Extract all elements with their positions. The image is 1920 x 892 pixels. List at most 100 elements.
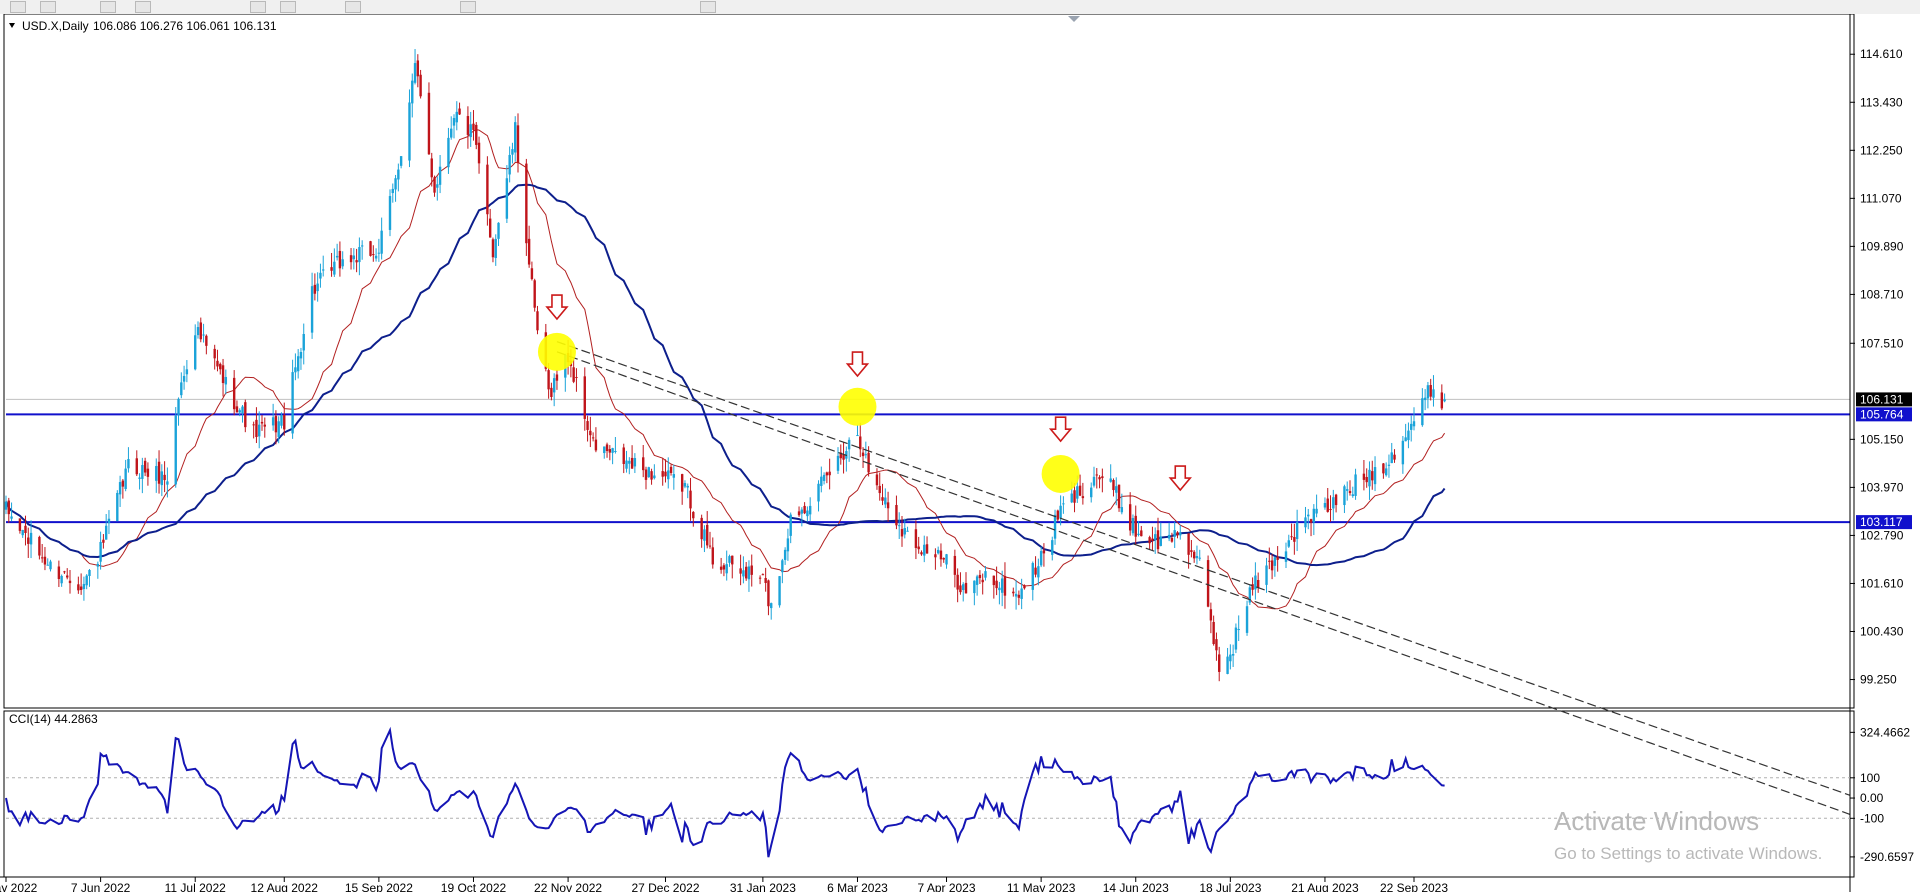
candle-body xyxy=(194,335,197,370)
candle-body xyxy=(764,577,767,583)
candle-body xyxy=(903,528,906,535)
time-axis-label: 6 Mar 2023 xyxy=(827,881,888,892)
toolbar-button[interactable] xyxy=(250,1,266,13)
candle-body xyxy=(399,156,403,166)
candle-body xyxy=(942,558,945,560)
candle-body xyxy=(141,465,144,479)
candle-body xyxy=(875,474,879,486)
toolbar-button[interactable] xyxy=(345,1,361,13)
candle-body xyxy=(886,502,890,509)
toolbar-button[interactable] xyxy=(700,1,716,13)
candle-body xyxy=(867,452,870,473)
shift-marker-icon[interactable] xyxy=(1068,16,1080,22)
candle-body xyxy=(825,472,829,476)
highlight-circle xyxy=(1041,454,1080,493)
candle-body xyxy=(352,255,356,260)
toolbar-button[interactable] xyxy=(280,1,296,13)
candle-body xyxy=(1231,653,1235,656)
candle-body xyxy=(77,584,80,591)
candle-body xyxy=(316,283,319,292)
candle-body xyxy=(333,261,336,275)
candle-body xyxy=(1332,497,1335,509)
chart-background xyxy=(0,14,1920,892)
candle-body xyxy=(85,575,88,586)
candle-body xyxy=(219,363,222,370)
candle-body xyxy=(455,111,458,123)
candle-body xyxy=(310,286,314,333)
toolbar-button[interactable] xyxy=(10,1,26,13)
candle-body xyxy=(1215,639,1218,651)
candle-body xyxy=(914,529,918,548)
candle-body xyxy=(642,457,645,471)
candle-body xyxy=(820,476,823,486)
price-axis-label: 99.250 xyxy=(1860,673,1897,687)
candle-body xyxy=(1254,575,1257,590)
toolbar-button[interactable] xyxy=(135,1,151,13)
candle-body xyxy=(1309,519,1313,523)
candle-body xyxy=(1218,654,1221,672)
candle-body xyxy=(856,435,859,437)
candle-body xyxy=(998,587,1001,591)
candle-body xyxy=(1390,452,1393,464)
candle-body xyxy=(29,532,33,545)
toolbar-button[interactable] xyxy=(40,1,56,13)
candle-body xyxy=(1128,504,1132,531)
candle-body xyxy=(57,566,61,580)
candle-body xyxy=(1209,609,1213,621)
candle-body xyxy=(46,564,49,566)
candle-body xyxy=(644,469,648,480)
toolbar-button[interactable] xyxy=(460,1,476,13)
candle-body xyxy=(121,480,125,487)
dashed-trendline[interactable] xyxy=(556,351,1851,815)
time-axis-label: 15 Sep 2022 xyxy=(345,881,413,892)
candle-body xyxy=(397,169,400,180)
time-axis-label: 22 Sep 2023 xyxy=(1380,881,1448,892)
candle-body xyxy=(313,284,317,294)
candle-body xyxy=(1090,487,1093,498)
price-axis-label: 100.430 xyxy=(1860,625,1904,639)
candle-body xyxy=(319,272,322,279)
candle-body xyxy=(1287,540,1290,547)
candle-body xyxy=(1251,584,1254,590)
chart-area[interactable]: 114.610 113.430 112.250 111.070 109.890 108.7… xyxy=(0,14,1920,892)
candle-body xyxy=(118,482,122,495)
time-axis-label: 11 May 2023 xyxy=(1007,881,1076,892)
candle-body xyxy=(1212,621,1215,645)
candle-body xyxy=(79,586,83,590)
candle-body xyxy=(552,378,556,393)
candle-body xyxy=(847,439,851,450)
cci-axis-label: -290.6597 xyxy=(1860,850,1914,864)
candle-body xyxy=(672,474,676,478)
collapse-triangle-icon[interactable] xyxy=(9,23,15,28)
candle-body xyxy=(436,184,439,188)
candle-body xyxy=(413,63,417,83)
candle-body xyxy=(992,575,996,586)
candle-body xyxy=(1440,392,1444,409)
candle-body xyxy=(107,518,111,524)
candle-body xyxy=(438,166,442,185)
time-axis-label: 14 Jun 2023 xyxy=(1103,881,1169,892)
candle-body xyxy=(1273,557,1277,566)
candle-body xyxy=(1031,563,1034,590)
dashed-trendline[interactable] xyxy=(556,341,1851,796)
candle-body xyxy=(575,377,578,379)
candle-body xyxy=(43,556,47,565)
candle-body xyxy=(102,539,105,543)
toolbar-button[interactable] xyxy=(100,1,116,13)
candle-body xyxy=(291,372,294,434)
candle-body xyxy=(475,124,478,145)
time-axis-label: 12 Aug 2022 xyxy=(251,881,319,892)
candle-body xyxy=(744,566,748,579)
candle-body xyxy=(416,60,420,77)
candle-body xyxy=(302,333,305,351)
candle-body xyxy=(166,481,169,485)
candle-body xyxy=(1115,486,1118,493)
candle-body xyxy=(783,549,787,560)
candle-body xyxy=(786,538,790,552)
cci-axis-label: -100 xyxy=(1860,811,1884,825)
candle-body xyxy=(216,360,219,367)
candle-body xyxy=(458,108,461,115)
candle-body xyxy=(1076,486,1079,499)
candle-body xyxy=(1401,440,1405,465)
candle-body xyxy=(719,566,723,570)
